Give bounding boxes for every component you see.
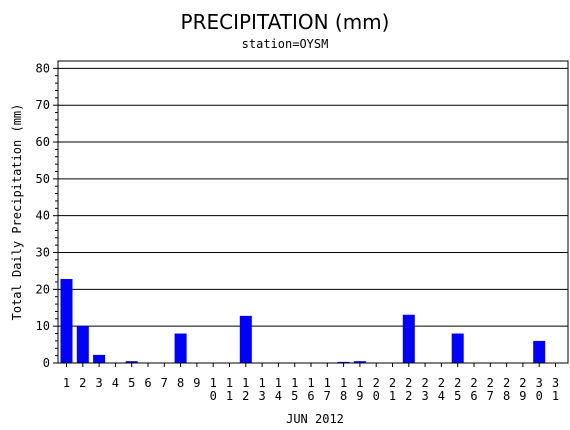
chart-title: PRECIPITATION (mm) [181,10,390,34]
y-axis-label: Total Daily Precipitation (mm) [10,104,24,321]
x-tick-label: 1 [63,376,70,390]
x-tick-label: 6 [144,376,151,390]
x-axis-label: JUN 2012 [286,412,344,426]
bar [125,361,138,363]
plot-frame [57,60,569,364]
x-tick-label: 8 [177,376,184,390]
bar [60,279,73,363]
y-tick-label: 70 [36,98,50,112]
bar [239,315,252,363]
bar [533,340,546,363]
bar [402,314,415,363]
y-tick-label: 60 [36,135,50,149]
x-tick-label: 3 [95,376,102,390]
y-axis-ticks: 0 10 20 30 40 50 60 70 80 [36,61,58,370]
chart-subtitle: station=OYSM [242,37,329,51]
bar [451,333,464,363]
grid-lines [58,67,568,327]
x-tick-label: 9 [193,376,200,390]
x-axis-ticks: 1 2 3 4 5 6 7 8 9 1 01 11 21 31 41 51 61 71 81 92 02 12 22 32 42… [63,363,559,403]
y-tick-label: 30 [36,246,50,260]
bar [337,361,350,363]
bar-series [60,279,546,363]
x-tick-label: 2 [79,376,86,390]
x-tick-label: 7 [161,376,168,390]
y-tick-label: 50 [36,172,50,186]
x-tick-label: 4 [112,376,119,390]
x-tick-label: 5 [128,376,135,390]
bar [76,326,89,363]
y-tick-label: 20 [36,282,50,296]
bar [353,361,366,363]
bar [174,333,187,363]
bar [93,354,106,363]
y-tick-label: 0 [43,356,50,370]
y-tick-label: 80 [36,61,50,75]
y-tick-label: 40 [36,209,50,223]
y-tick-label: 10 [36,319,50,333]
